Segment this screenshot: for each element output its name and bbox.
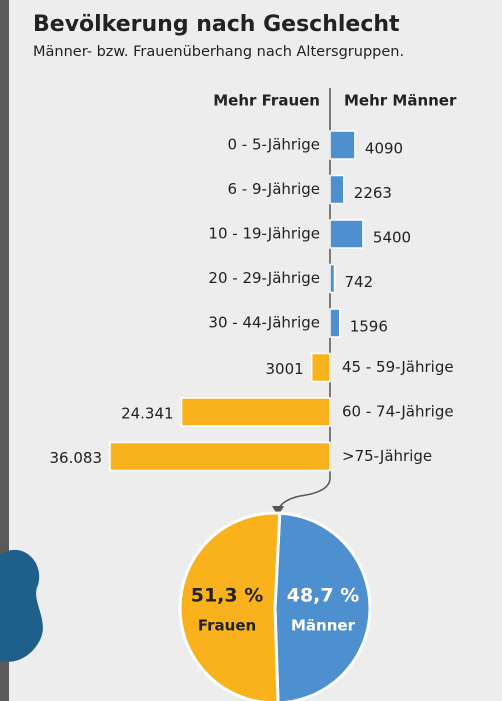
axis-arrow	[277, 88, 331, 511]
slice-label: Frauen	[198, 617, 256, 635]
value-label: 2263	[354, 184, 392, 202]
category-label: 60 - 74-Jährige	[342, 403, 454, 421]
bar	[109, 441, 331, 472]
slice-value: 51,3 %	[191, 585, 264, 607]
left-border	[0, 0, 9, 701]
bar	[329, 174, 345, 205]
bar	[329, 219, 364, 249]
category-label: 6 - 9-Jährige	[228, 180, 321, 198]
category-label: >75-Jährige	[342, 447, 432, 465]
bar	[310, 352, 331, 383]
bar	[329, 130, 356, 160]
value-label: 4090	[365, 140, 403, 158]
chart-title: Bevölkerung nach Geschlecht	[33, 12, 400, 37]
value-label: 5400	[373, 229, 411, 247]
bar	[329, 263, 336, 294]
value-label: 36.083	[50, 449, 103, 467]
pie-slice	[273, 511, 372, 701]
category-label: 20 - 29-Jährige	[208, 269, 320, 287]
value-label: 1596	[350, 318, 388, 336]
map-shape	[0, 549, 43, 662]
slice-value: 48,7 %	[287, 585, 360, 607]
category-label: 45 - 59-Jährige	[342, 358, 454, 376]
left-header: Mehr Frauen	[213, 92, 320, 110]
value-label: 742	[345, 273, 374, 291]
slice-label: Männer	[291, 617, 356, 635]
category-label: 30 - 44-Jährige	[208, 314, 320, 332]
category-label: 10 - 19-Jährige	[208, 225, 320, 243]
value-label: 24.341	[121, 405, 174, 423]
category-label: 0 - 5-Jährige	[228, 136, 321, 154]
bar	[180, 397, 331, 427]
bar	[329, 308, 341, 338]
chart-subtitle: Männer- bzw. Frauenüberhang nach Altersg…	[33, 44, 404, 60]
right-header: Mehr Männer	[344, 92, 457, 110]
value-label: 3001	[266, 360, 304, 378]
pie-slice	[178, 511, 282, 701]
arrow-head	[272, 506, 284, 516]
